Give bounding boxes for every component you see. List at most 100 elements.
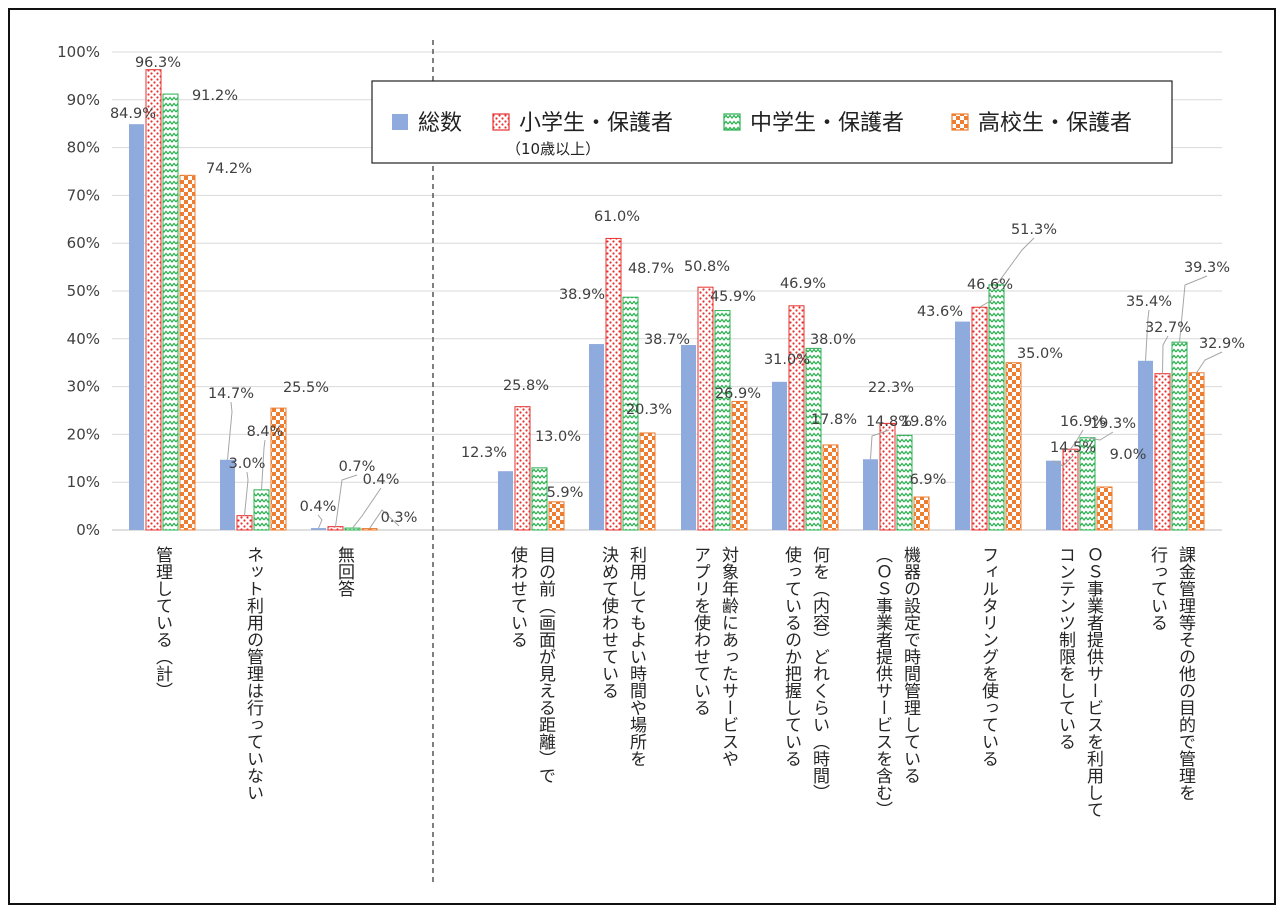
data-label: 0.4% [363,472,400,488]
bar-high-school [179,174,196,531]
data-label: 91.2% [192,88,238,104]
bar-junior-high [531,467,548,531]
data-label: 12.3% [461,445,507,461]
bar-high-school [913,496,930,531]
leader-line [227,401,233,460]
bar-high-school [731,400,748,531]
bar-total [1138,360,1153,530]
y-axis-ticks: 0% 10% 20% 30% 40% 50% 60% 70% 80% 90% 100% [57,43,100,539]
category-label: フィルタリングを使っている [978,546,999,767]
category-label: コンテンツ制限をしている [1055,546,1076,750]
legend-swatch [392,114,408,130]
data-label: 25.5% [283,380,329,396]
legend: 総数 小学生・保護者 （10歳以上） 中学生・保護者 高校生・保護者 [371,80,1173,164]
leader-line [1053,455,1074,467]
bar-elementary [788,305,805,531]
leader-line [335,474,358,527]
data-label: 38.0% [810,332,856,348]
bar-high-school [1096,486,1113,531]
category-label: 目の前（画面が見える距離）で [535,546,556,784]
leader-line [1179,275,1208,343]
bar-total [863,459,878,530]
data-label: 14.5% [1050,440,1096,456]
bar-junior-high [253,489,270,531]
bar-high-school [1188,372,1205,531]
bar-high-school [270,407,287,531]
data-label: 50.8% [684,259,730,275]
data-label: 5.9% [547,485,584,501]
bar-elementary [145,69,162,531]
data-label: 32.9% [1199,336,1245,352]
y-tick-label: 60% [67,234,100,252]
bar-high-school [639,432,656,531]
data-label: 46.6% [967,277,1013,293]
bar-elementary [236,515,253,531]
category-label: 無回答 [334,546,355,597]
leader-line [1145,309,1150,361]
category-labels: 管理している（計） ネット利用の管理は行っていない 無回答 目の前（画面が見える距離）… [152,545,1196,818]
leader-line [317,514,323,529]
category-label: 決めて使わせている [598,546,619,699]
category-label: ＯＳ事業者提供サービスを利用して [1083,546,1104,818]
category-label: 課金管理等その他の目的で管理を [1175,546,1196,801]
bar-high-school [1005,362,1022,531]
y-tick-label: 80% [67,139,100,157]
y-tick-label: 30% [67,378,100,396]
leader-line [1070,429,1084,450]
data-label: 38.7% [644,332,690,348]
bars [129,69,1205,531]
bar-junior-high [988,284,1005,531]
data-label: 0.3% [381,510,418,526]
leader-line [979,292,993,308]
legend-label: 総数 [418,111,462,136]
leader-line [369,509,400,529]
y-tick-label: 20% [67,425,100,443]
bar-total [220,459,235,530]
bar-total [772,381,787,530]
y-tick-label: 10% [67,473,100,491]
data-label: 39.3% [1184,260,1230,276]
legend-label: 小学生・保護者 [519,111,673,136]
bar-elementary [697,286,714,531]
data-label: 16.9% [1060,414,1106,430]
bar-junior-high [1171,341,1188,531]
bar-high-school [822,444,839,531]
legend-sublabel: （10歳以上） [506,140,600,158]
data-label: 35.4% [1126,294,1172,310]
y-tick-label: 40% [67,330,100,348]
data-label: 43.6% [917,304,963,320]
data-label: 51.3% [1011,222,1057,238]
leader-line [261,439,266,490]
bar-elementary [879,422,896,531]
bar-junior-high [622,296,639,531]
category-label: ネット利用の管理は行っていない [243,546,264,801]
bar-total [955,321,970,530]
data-label: 26.9% [715,386,761,402]
category-label: 使わせている [507,545,528,648]
leader-line [1087,431,1114,441]
data-label: 74.2% [206,161,252,177]
data-label: 35.0% [1017,346,1063,362]
data-label: 48.7% [628,261,674,277]
data-label: 84.9% [110,106,156,122]
bar-junior-high [344,527,361,531]
y-tick-label: 90% [67,91,100,109]
data-label: 13.0% [535,429,581,445]
data-label: 17.8% [811,412,857,428]
data-label: 14.8% [866,414,912,430]
bar-total [1046,460,1061,530]
leader-line [870,429,890,460]
leader-lines [227,237,1223,529]
bar-total [311,528,326,530]
bar-elementary [971,306,988,531]
legend-label: 中学生・保護者 [750,111,904,136]
data-label: 20.3% [626,402,672,418]
data-label: 25.8% [503,378,549,394]
bar-elementary [1154,373,1171,531]
data-label: 22.3% [868,380,914,396]
data-label: 3.0% [229,456,266,472]
bar-total [589,344,604,530]
data-label: 14.7% [208,386,254,402]
bar-elementary [605,237,622,531]
